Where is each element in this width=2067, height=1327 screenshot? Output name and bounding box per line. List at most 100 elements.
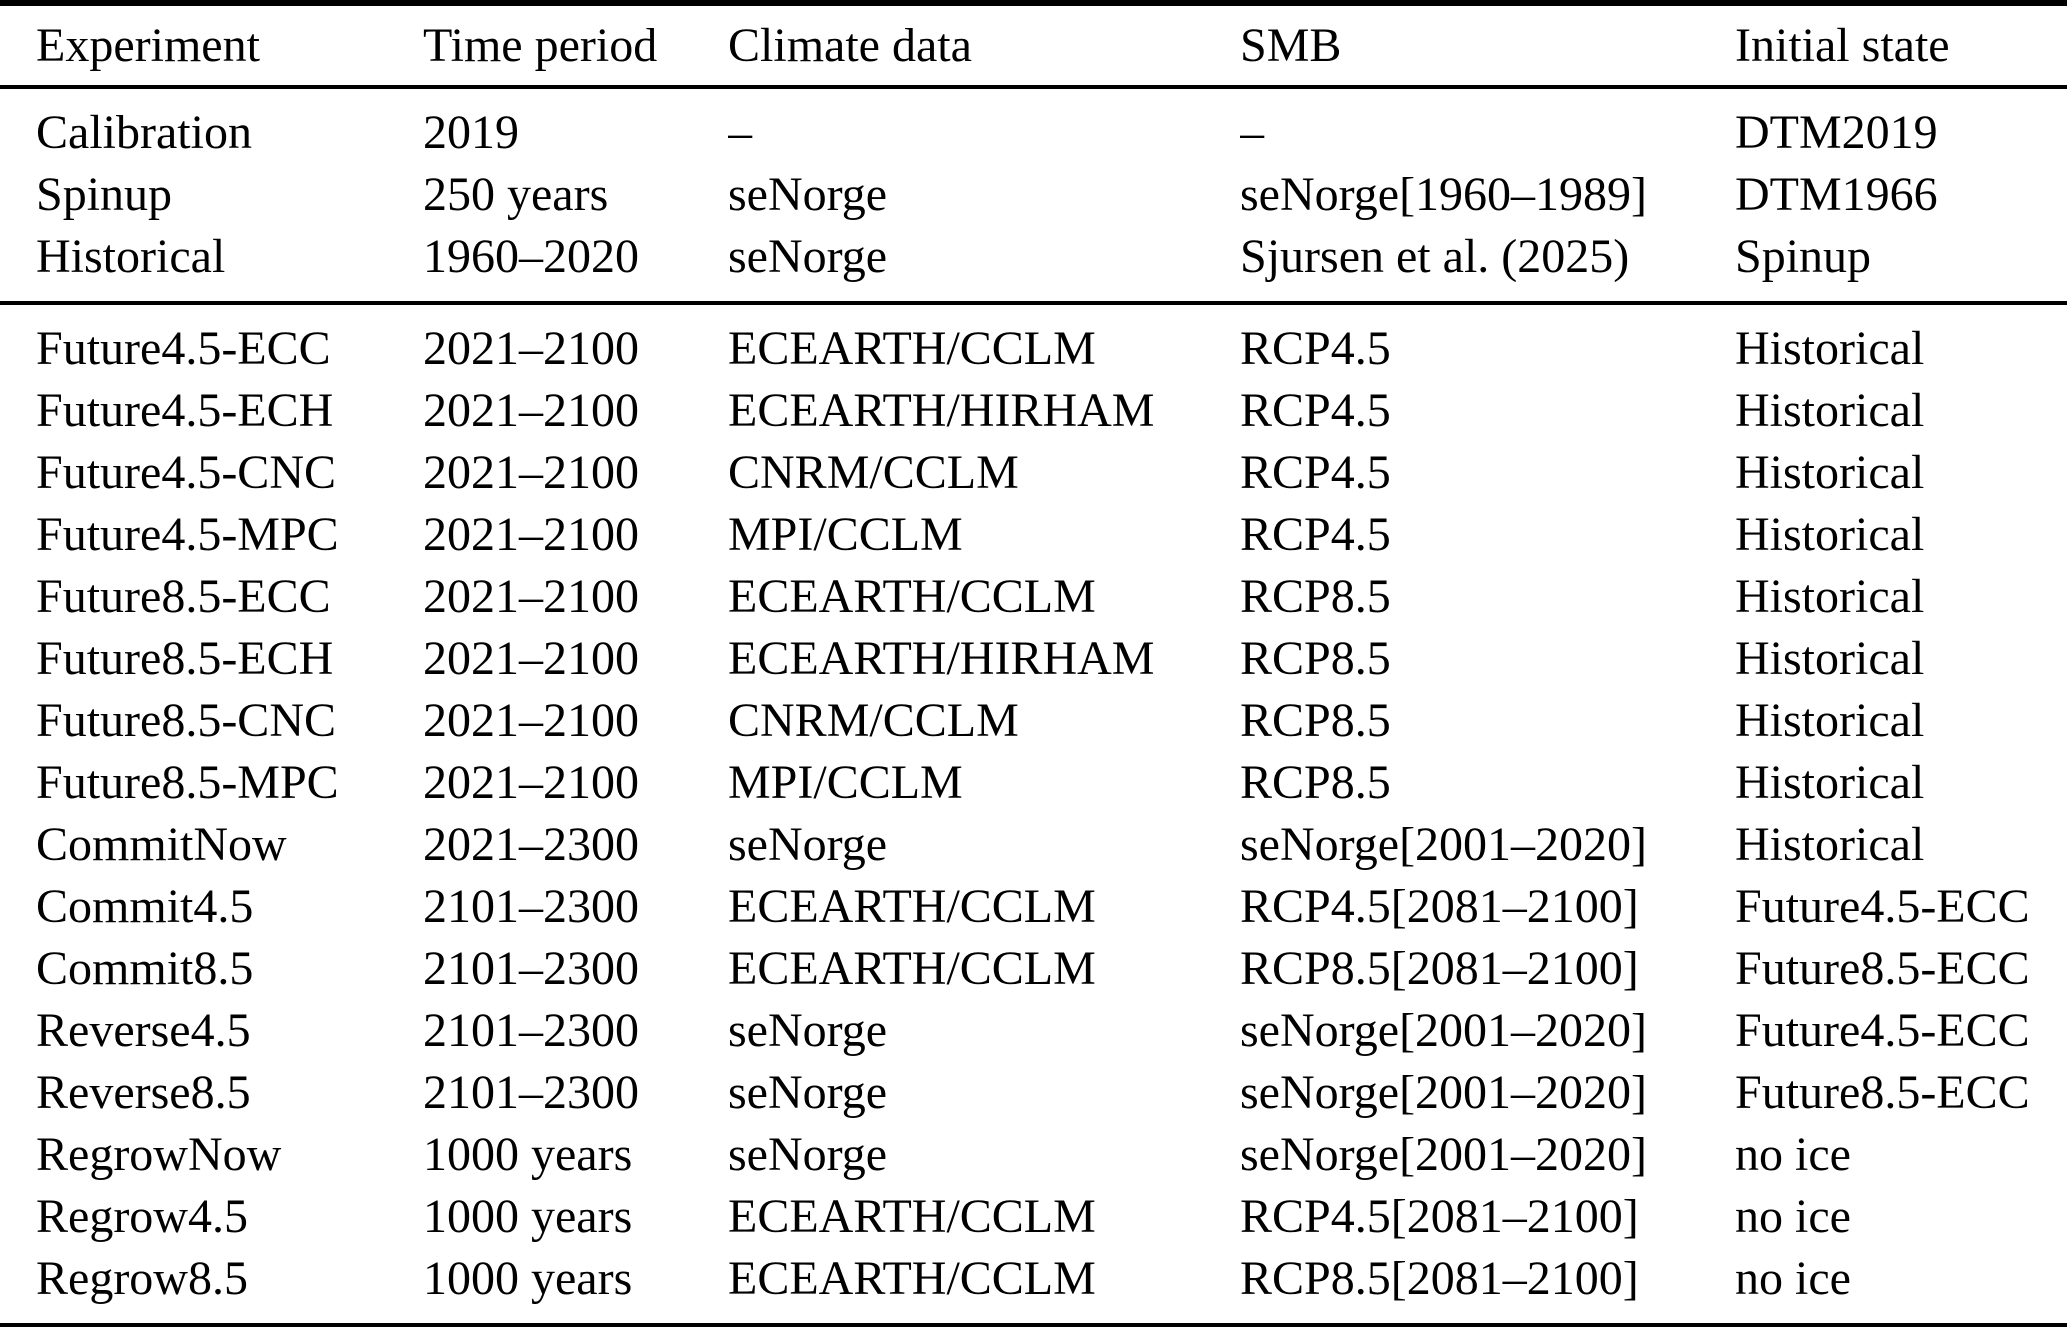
col-header-smb: SMB — [1240, 19, 1342, 72]
table-cell: 2021–2100 — [423, 632, 639, 685]
table-cell: Future4.5-ECH — [36, 384, 334, 437]
table-cell: Calibration — [36, 106, 252, 159]
table-cell: 1000 years — [423, 1190, 633, 1243]
table-row: Commit4.5 2101–2300 ECEARTH/CCLM RCP4.5[208… — [0, 876, 2067, 938]
table-cell: seNorge — [728, 1004, 888, 1057]
table-cell: ECEARTH/CCLM — [728, 322, 1096, 375]
table-cell: 2101–2300 — [423, 1066, 639, 1119]
table-cell: seNorge[2001–2020] — [1240, 1066, 1648, 1119]
table-cell: RCP4.5[2081–2100] — [1240, 880, 1639, 933]
table-cell: RCP4.5 — [1240, 508, 1391, 561]
table-cell: seNorge[2001–2020] — [1240, 818, 1648, 871]
table-cell: ECEARTH/CCLM — [728, 1252, 1096, 1305]
table-row: Future4.5-CNC 2021–2100 CNRM/CCLM RCP4.5 His… — [0, 442, 2067, 504]
table-cell: no ice — [1735, 1252, 1851, 1305]
table-cell: Commit8.5 — [36, 942, 254, 995]
table-row: Regrow8.5 1000 years ECEARTH/CCLM RCP8.5[20… — [0, 1248, 2067, 1326]
table-cell: 1960–2020 — [423, 230, 639, 283]
table-cell: MPI/CCLM — [728, 508, 963, 561]
table-cell: Historical — [1735, 756, 1925, 809]
table-header: Experiment Time period Climate data SMB … — [0, 3, 2067, 87]
table-row: Commit8.5 2101–2300 ECEARTH/CCLM RCP8.5[208… — [0, 938, 2067, 1000]
table-cell: RCP8.5 — [1240, 570, 1391, 623]
col-header-climate-data: Climate data — [728, 19, 972, 72]
table-cell: Historical — [1735, 632, 1925, 685]
table-row: Reverse4.5 2101–2300 seNorge seNorge[2001–2… — [0, 1000, 2067, 1062]
table-cell: RCP8.5 — [1240, 694, 1391, 747]
table-cell: ECEARTH/CCLM — [728, 1190, 1096, 1243]
table-cell: Spinup — [1735, 230, 1872, 283]
table-cell: 1000 years — [423, 1128, 633, 1181]
table-cell: Future4.5-CNC — [36, 446, 336, 499]
table-cell: Future8.5-ECH — [36, 632, 334, 685]
table-row: Future8.5-ECC 2021–2100 ECEARTH/CCLM RCP8.5… — [0, 566, 2067, 628]
table-cell: RegrowNow — [36, 1128, 282, 1181]
table-row: Historical 1960–2020 seNorge Sjursen et al.… — [0, 226, 2067, 303]
table-cell: seNorge — [728, 230, 888, 283]
header-row: Experiment Time period Climate data SMB … — [0, 3, 2067, 87]
table-cell: 2021–2300 — [423, 818, 639, 871]
table-cell: Future4.5-MPC — [36, 508, 339, 561]
table-cell: – — [1240, 106, 1264, 159]
table-cell: CNRM/CCLM — [728, 446, 1019, 499]
table-cell: RCP8.5[2081–2100] — [1240, 1252, 1639, 1305]
table-cell: seNorge — [728, 1066, 888, 1119]
table-cell: 250 years — [423, 168, 609, 221]
table-cell: Historical — [1735, 384, 1925, 437]
table-row: Regrow4.5 1000 years ECEARTH/CCLM RCP4.5[20… — [0, 1186, 2067, 1248]
table-cell: no ice — [1735, 1190, 1851, 1243]
table-cell: 2021–2100 — [423, 446, 639, 499]
col-header-initial-state: Initial state — [1735, 19, 1950, 72]
table-cell: – — [728, 106, 752, 159]
table-cell: DTM2019 — [1735, 106, 1938, 159]
table-cell: Future4.5-ECC — [1735, 1004, 2030, 1057]
table-cell: 2021–2100 — [423, 570, 639, 623]
table-row: Future4.5-ECC 2021–2100 ECEARTH/CCLM RCP4.5… — [0, 303, 2067, 380]
table-cell: 2021–2100 — [423, 756, 639, 809]
table-cell: Historical — [1735, 508, 1925, 561]
table-row: Spinup 250 years seNorge seNorge[1960–1989]… — [0, 164, 2067, 226]
table-cell: RCP8.5 — [1240, 756, 1391, 809]
table-cell: RCP4.5 — [1240, 446, 1391, 499]
table-cell: RCP8.5 — [1240, 632, 1391, 685]
table-cell: 2021–2100 — [423, 694, 639, 747]
table-cell: seNorge — [728, 168, 888, 221]
table-cell: RCP4.5 — [1240, 322, 1391, 375]
table-group-setup: Calibration 2019 – – DTM2019 Spinup 250 years s… — [0, 87, 2067, 303]
table-cell: Regrow4.5 — [36, 1190, 248, 1243]
table-cell: Sjursen et al. (2025) — [1240, 230, 1630, 283]
table-row: Reverse8.5 2101–2300 seNorge seNorge[2001–2… — [0, 1062, 2067, 1124]
table-row: Future8.5-ECH 2021–2100 ECEARTH/HIRHAM RCP8… — [0, 628, 2067, 690]
table-group-scenarios: Future4.5-ECC 2021–2100 ECEARTH/CCLM RCP4.5… — [0, 303, 2067, 1326]
table-cell: CNRM/CCLM — [728, 694, 1019, 747]
table-row: CommitNow 2021–2300 seNorge seNorge[2001–20… — [0, 814, 2067, 876]
table-cell: 2101–2300 — [423, 942, 639, 995]
table-cell: 2019 — [423, 106, 519, 159]
table-cell: Future8.5-CNC — [36, 694, 336, 747]
table-cell: Historical — [1735, 818, 1925, 871]
table-cell: Future8.5-ECC — [36, 570, 331, 623]
table-cell: seNorge[1960–1989] — [1240, 168, 1648, 221]
table-cell: CommitNow — [36, 818, 287, 871]
table-row: RegrowNow 1000 years seNorge seNorge[2001–2… — [0, 1124, 2067, 1186]
table-cell: DTM1966 — [1735, 168, 1938, 221]
table-cell: Future8.5-MPC — [36, 756, 339, 809]
table-cell: 2101–2300 — [423, 1004, 639, 1057]
table-cell: ECEARTH/HIRHAM — [728, 384, 1155, 437]
table-cell: Spinup — [36, 168, 173, 221]
table-cell: Future8.5-ECC — [1735, 1066, 2030, 1119]
table-cell: seNorge[2001–2020] — [1240, 1128, 1648, 1181]
table-cell: Future4.5-ECC — [36, 322, 331, 375]
table-cell: 2021–2100 — [423, 508, 639, 561]
table-cell: 2021–2100 — [423, 384, 639, 437]
table-cell: no ice — [1735, 1128, 1851, 1181]
table-cell: Historical — [1735, 570, 1925, 623]
table-cell: ECEARTH/CCLM — [728, 942, 1096, 995]
table-cell: Historical — [1735, 322, 1925, 375]
table-row: Future4.5-ECH 2021–2100 ECEARTH/HIRHAM RCP4… — [0, 380, 2067, 442]
table-cell: RCP4.5[2081–2100] — [1240, 1190, 1639, 1243]
table-cell: ECEARTH/HIRHAM — [728, 632, 1155, 685]
table-cell: Historical — [36, 230, 226, 283]
table-cell: 2021–2100 — [423, 322, 639, 375]
